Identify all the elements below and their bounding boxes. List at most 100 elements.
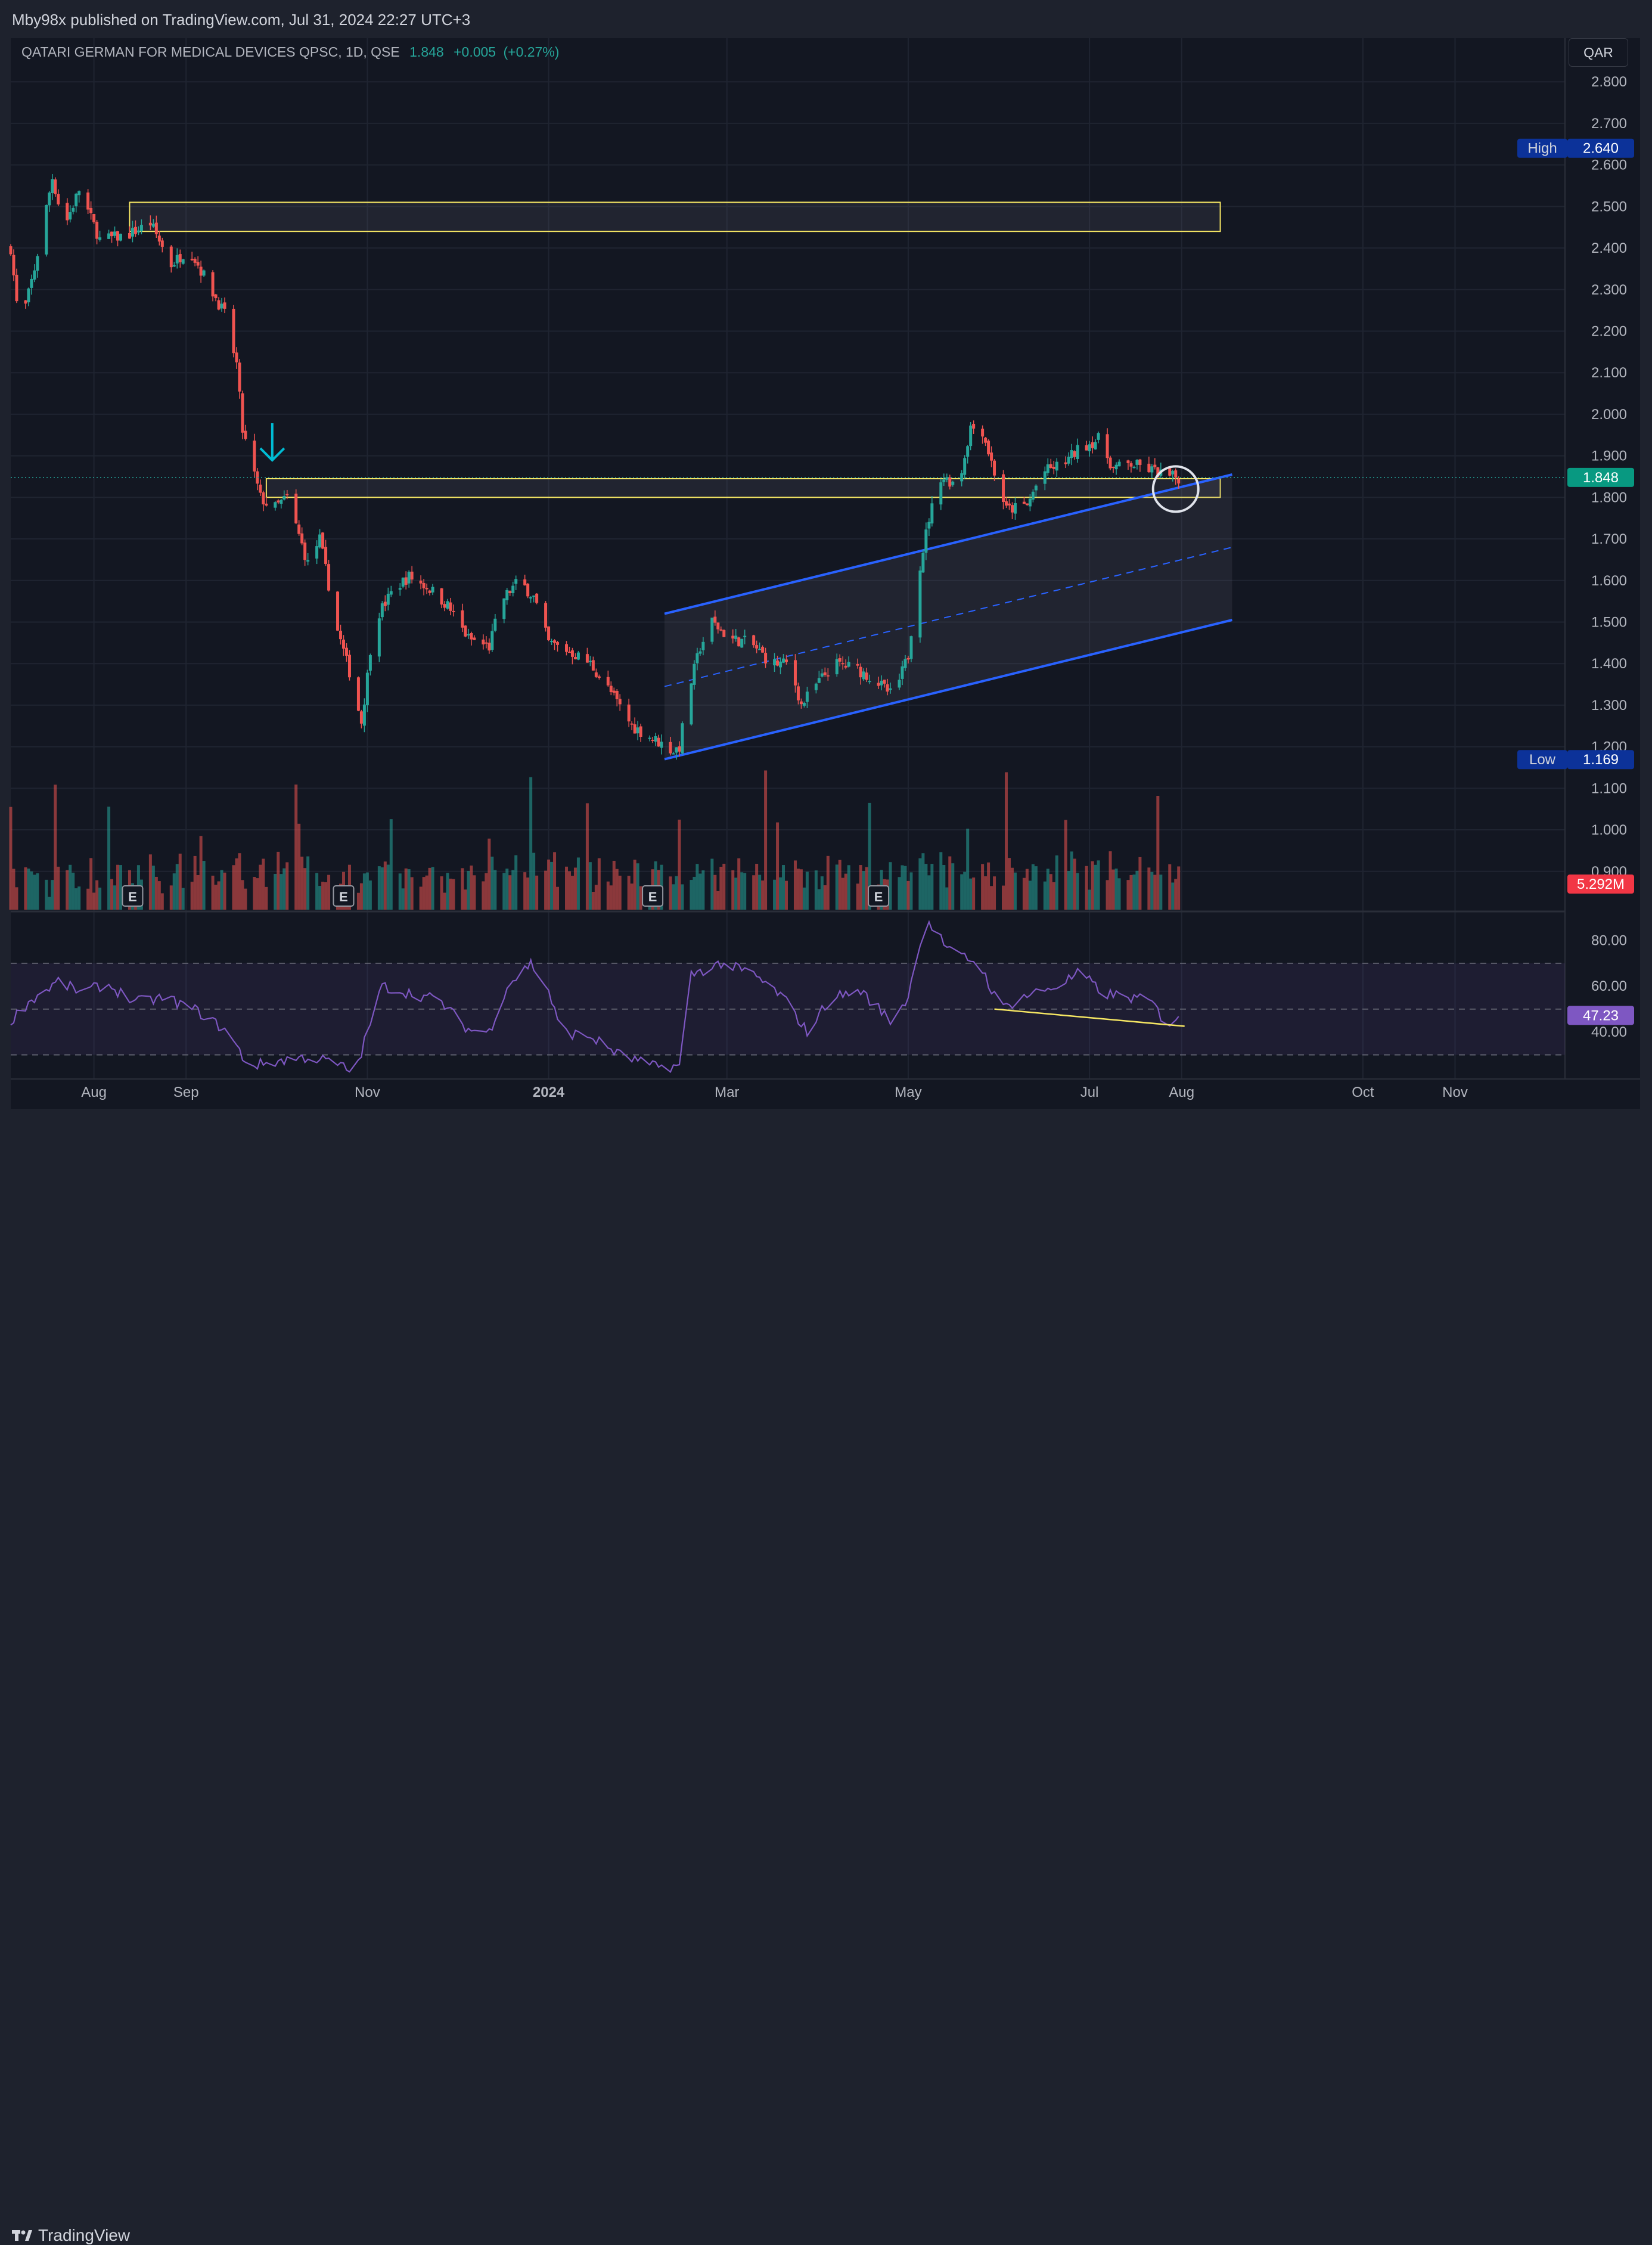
rsi-last-value: 47.23	[1583, 1007, 1619, 1024]
volume-bar	[253, 877, 256, 910]
candle-body	[1117, 461, 1121, 467]
volume-bar	[1147, 867, 1151, 910]
candle-body	[570, 650, 574, 657]
candle-body	[1002, 474, 1005, 503]
volume-bar	[868, 802, 871, 910]
tradingview-logo[interactable]: TradingView	[12, 2226, 130, 2245]
candle-body	[740, 638, 744, 648]
candle-body	[74, 193, 78, 207]
volume-bar	[1171, 882, 1175, 910]
candle-body	[1174, 470, 1178, 477]
candle-body	[900, 666, 904, 679]
candle-body	[773, 659, 777, 666]
candle-body	[119, 234, 123, 241]
price-tick-label: 2.200	[1591, 323, 1627, 339]
rsi-tick-label: 60.00	[1591, 978, 1627, 994]
volume-bar	[779, 877, 782, 910]
volume-bar	[377, 866, 381, 910]
candle-body	[487, 643, 491, 651]
candle-body	[131, 228, 134, 237]
volume-bar	[461, 868, 464, 910]
candle-body	[410, 571, 414, 580]
candle-body	[1067, 457, 1070, 464]
volume-bar	[449, 878, 452, 910]
candle-body	[51, 179, 54, 194]
volume-bar	[523, 872, 527, 910]
candle-body	[253, 441, 256, 472]
candle-body	[526, 584, 530, 597]
volume-bar	[633, 860, 636, 910]
candle-body	[368, 655, 372, 671]
volume-bar	[1177, 866, 1181, 910]
volume-bar	[945, 887, 949, 910]
price-tick-label: 2.400	[1591, 240, 1627, 256]
currency-button[interactable]: QAR	[1569, 38, 1628, 67]
candle-body	[993, 460, 996, 476]
candle-body	[618, 699, 622, 705]
volume-bar	[939, 852, 943, 910]
price-tick-label: 1.900	[1591, 448, 1627, 464]
candle-body	[838, 658, 841, 662]
volume-bar	[467, 870, 470, 910]
channel-upper-line	[664, 473, 1232, 615]
volume-bar	[190, 882, 194, 910]
candle-body	[265, 503, 268, 506]
volume-bar	[1073, 858, 1076, 910]
candle-body	[449, 602, 452, 611]
volume-bar	[1067, 870, 1070, 910]
candle-body	[865, 672, 868, 680]
volume-bar	[1114, 869, 1118, 910]
candle-body	[690, 683, 693, 725]
volume-bar	[443, 892, 446, 910]
volume-bar	[898, 877, 901, 910]
resistance-zone-1	[129, 201, 1221, 232]
volume-bar	[66, 870, 69, 910]
candle-body	[464, 625, 467, 637]
volume-bar	[232, 865, 235, 910]
candle-body	[1055, 461, 1058, 471]
low-value: 1.169	[1583, 752, 1619, 768]
candle-body	[1091, 442, 1094, 448]
candle-body	[886, 684, 889, 692]
low-tag	[1517, 750, 1567, 770]
earnings-marker-label: E	[339, 889, 348, 904]
volume-bar	[77, 886, 81, 910]
candle-body	[30, 278, 33, 288]
chart-canvas[interactable]: E E E E 2.800 2.700 2.600 2.500 2.400 2.300 2.200…	[0, 0, 1652, 1109]
candle-body	[211, 272, 215, 297]
symbol-title: QATARI GERMAN FOR MEDICAL DEVICES QPSC, …	[21, 44, 400, 60]
candle-body	[425, 588, 428, 590]
volume-bar	[1132, 875, 1136, 910]
candle-body	[389, 591, 393, 595]
volume-bar	[223, 872, 226, 910]
volume-bar	[698, 873, 702, 910]
volume-bar	[303, 868, 307, 910]
candle-body	[713, 616, 717, 623]
candle-body	[154, 222, 158, 234]
volume-bar	[487, 838, 491, 910]
candle-body	[505, 590, 509, 600]
channel-layer	[664, 473, 1232, 761]
candle-body	[315, 546, 319, 559]
volume-bar	[573, 867, 577, 910]
candle-body	[1126, 460, 1130, 463]
volume-bar	[235, 858, 238, 910]
volume-bar	[859, 865, 862, 910]
candle-body	[133, 227, 137, 234]
volume-bar	[502, 873, 506, 910]
volume-bar	[1031, 864, 1035, 910]
earnings-marker	[122, 885, 144, 907]
candle-body	[651, 739, 654, 741]
volume-bar	[446, 873, 449, 910]
candle-body	[981, 429, 985, 437]
low-badge	[1567, 750, 1634, 770]
volume-bar	[802, 887, 806, 910]
candle-body	[241, 393, 244, 433]
candle-body	[1114, 464, 1118, 470]
volume-badge	[1567, 875, 1634, 894]
volume-bar	[389, 819, 393, 910]
price-change-pct: (+0.27%)	[503, 44, 560, 60]
candle-body	[277, 500, 280, 503]
candle-body	[930, 503, 934, 524]
